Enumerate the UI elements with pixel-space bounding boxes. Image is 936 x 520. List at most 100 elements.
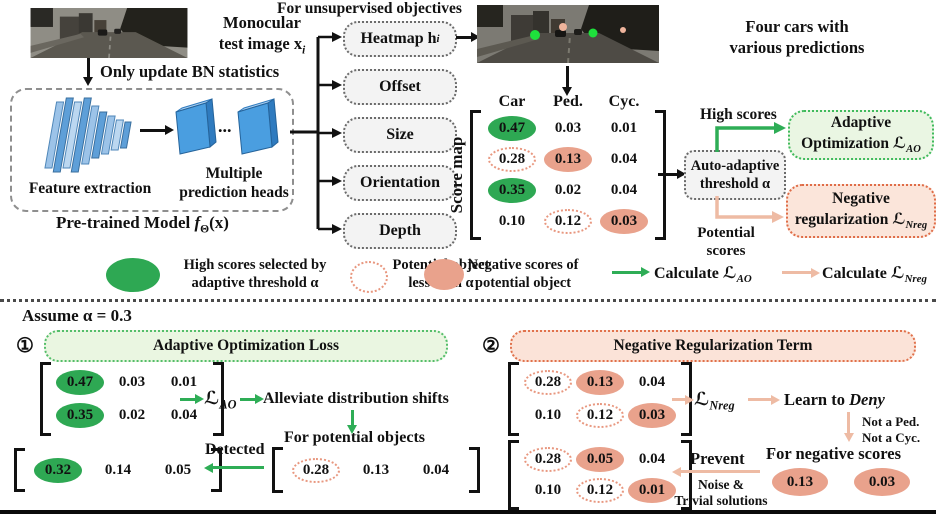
monocular-label: Monocular test image xi: [218, 13, 306, 57]
score-cell: 0.01: [170, 374, 198, 391]
score-cell: 0.02: [554, 182, 582, 198]
prediction-head-1: [175, 98, 217, 155]
high-score-cell: 0.47: [484, 113, 540, 144]
matrixA-to-lao-arrow: [180, 398, 196, 401]
score-cell: 0.10: [498, 213, 526, 229]
high-scores-label: High scores: [700, 106, 777, 123]
prediction-head-2: [237, 98, 279, 155]
feature-extraction-graphic: [44, 97, 132, 173]
section-divider: [0, 299, 936, 302]
section2-title: Negative Regularization Term: [510, 330, 916, 362]
potential-score-cell: 0.12: [574, 476, 626, 506]
high-score-cell: 0.35: [54, 400, 106, 430]
auto-adaptive-threshold-box: Auto-adaptive threshold α: [684, 150, 786, 200]
prevent-label: Prevent: [690, 449, 745, 468]
score-header-car: Car: [498, 93, 526, 110]
score-bracket-left: [470, 110, 481, 240]
legend-green-arrow: [612, 271, 642, 274]
score-cell: 0.03: [118, 374, 146, 391]
potential-score-cell: 0.28: [484, 144, 540, 175]
potential-scores-elbow-arrow: [715, 196, 784, 223]
score-cell: 0.13: [362, 461, 390, 478]
score-map-title: Score map: [447, 136, 466, 214]
high-score-dot-1: [530, 30, 540, 40]
lnreg-to-learn-arrow: [748, 398, 772, 401]
objectives-branch-lines: [290, 32, 342, 234]
score-cell: 0.05: [164, 461, 192, 478]
score-header-cyc: Cyc.: [608, 93, 640, 110]
image-to-scoremap-arrow: [566, 66, 569, 88]
high-score-cell: 0.47: [54, 368, 106, 398]
score-cell: 0.04: [170, 406, 198, 423]
not-ped-cyc-label: Not a Ped. Not a Cyc.: [862, 414, 921, 446]
alleviate-label: Alleviate distribution shifts: [263, 390, 449, 407]
matrix-negative-bottom: 0.28 0.05 0.04 0.10 0.12 0.01: [508, 440, 692, 510]
matrixD-to-lnreg-arrow: [672, 398, 686, 401]
lao-to-alleviate-arrow: [240, 398, 256, 401]
negative-score-cell: 0.05: [574, 444, 626, 474]
negative-score-pill-2: 0.03: [854, 468, 910, 496]
negative-score-cell: 0.13: [540, 144, 596, 175]
potential-score-cell: 0.12: [574, 400, 626, 430]
prediction-image: [477, 5, 659, 63]
features-to-heads-arrow: [140, 129, 166, 132]
legend-calc-nreg-label: Calculate ℒNreg: [822, 263, 927, 286]
score-cell: 0.03: [554, 120, 582, 136]
score-cell: 0.10: [534, 406, 562, 423]
bn-update-label: Only update BN statistics: [100, 62, 280, 81]
high-score-dot-2: [588, 28, 598, 38]
score-cell: 0.14: [104, 461, 132, 478]
negative-score-pill-1: 0.13: [772, 468, 828, 496]
for-potential-objects-label: For potential objects: [284, 429, 426, 446]
for-negative-scores-label: For negative scores: [766, 444, 902, 463]
lnreg-symbol: ℒNreg: [694, 389, 735, 413]
high-scores-elbow-arrow: [715, 122, 786, 152]
score-cell: 0.10: [534, 482, 562, 499]
section1-number: ①: [16, 335, 34, 357]
heads-ellipsis: ...: [218, 116, 232, 136]
legend-negative-label: Negative scores of potential object: [467, 257, 579, 292]
potential-dot-2: [620, 27, 626, 33]
potential-score-cell: 0.28: [286, 452, 346, 488]
score-map-headers: Car Ped. Cyc.: [484, 93, 652, 111]
section2-number: ②: [482, 335, 500, 357]
monocular-test-image: [30, 8, 188, 58]
prediction-heads-label: Multiple prediction heads: [179, 165, 289, 202]
detected-label: Detected: [205, 441, 265, 458]
feature-extraction-label: Feature extraction: [28, 180, 152, 197]
detected-left-arrow: [212, 466, 264, 469]
negative-regularization-box: Negative regularization ℒNreg: [786, 184, 936, 238]
legend-high-score-label: High scores selected by adaptive thresho…: [183, 257, 327, 292]
score-cell: 0.04: [638, 374, 666, 391]
unsupervised-objectives-heading: For unsupervised objectives: [277, 0, 462, 17]
deny-down-arrow: [847, 412, 850, 434]
legend-calc-ao-label: Calculate ℒAO: [654, 263, 752, 286]
pretrained-model-box: [10, 88, 294, 212]
potential-score-cell: 0.12: [540, 206, 596, 237]
high-score-cell: 0.32: [28, 452, 88, 488]
high-score-cell: 0.35: [484, 175, 540, 206]
score-cell: 0.04: [610, 151, 638, 167]
negative-score-cell: 0.03: [626, 400, 678, 430]
prevent-left-arrow: [680, 470, 760, 473]
matrix-potential-row: 0.28 0.13 0.04: [272, 447, 480, 493]
score-cell: 0.04: [638, 450, 666, 467]
adaptive-optimization-box: Adaptive Optimization ℒAO: [788, 110, 934, 160]
negative-score-cell: 0.03: [596, 206, 652, 237]
section1-title: Adaptive Optimization Loss: [44, 330, 448, 362]
potential-scores-label: Potential scores: [697, 225, 755, 259]
potential-score-cell: 0.28: [522, 444, 574, 474]
negative-score-cell: 0.13: [574, 368, 626, 398]
assume-alpha-label: Assume α = 0.3: [22, 306, 132, 325]
alleviate-down-arrow: [351, 410, 354, 426]
bn-update-arrow: [87, 58, 90, 78]
score-header-ped: Ped.: [553, 93, 583, 110]
pretrained-model-label: Pre-trained Model fΘ(x): [56, 213, 229, 236]
four-cars-caption: Four cars with various predictions: [729, 17, 865, 58]
legend-high-score-swatch: [106, 258, 160, 292]
learn-to-deny-label: Learn to Deny: [784, 390, 885, 409]
objective-box-orientation: Orientation: [343, 165, 457, 201]
noise-trivial-label: Noise & Trivial solutions: [674, 477, 768, 509]
legend-negative-swatch: [424, 259, 464, 290]
